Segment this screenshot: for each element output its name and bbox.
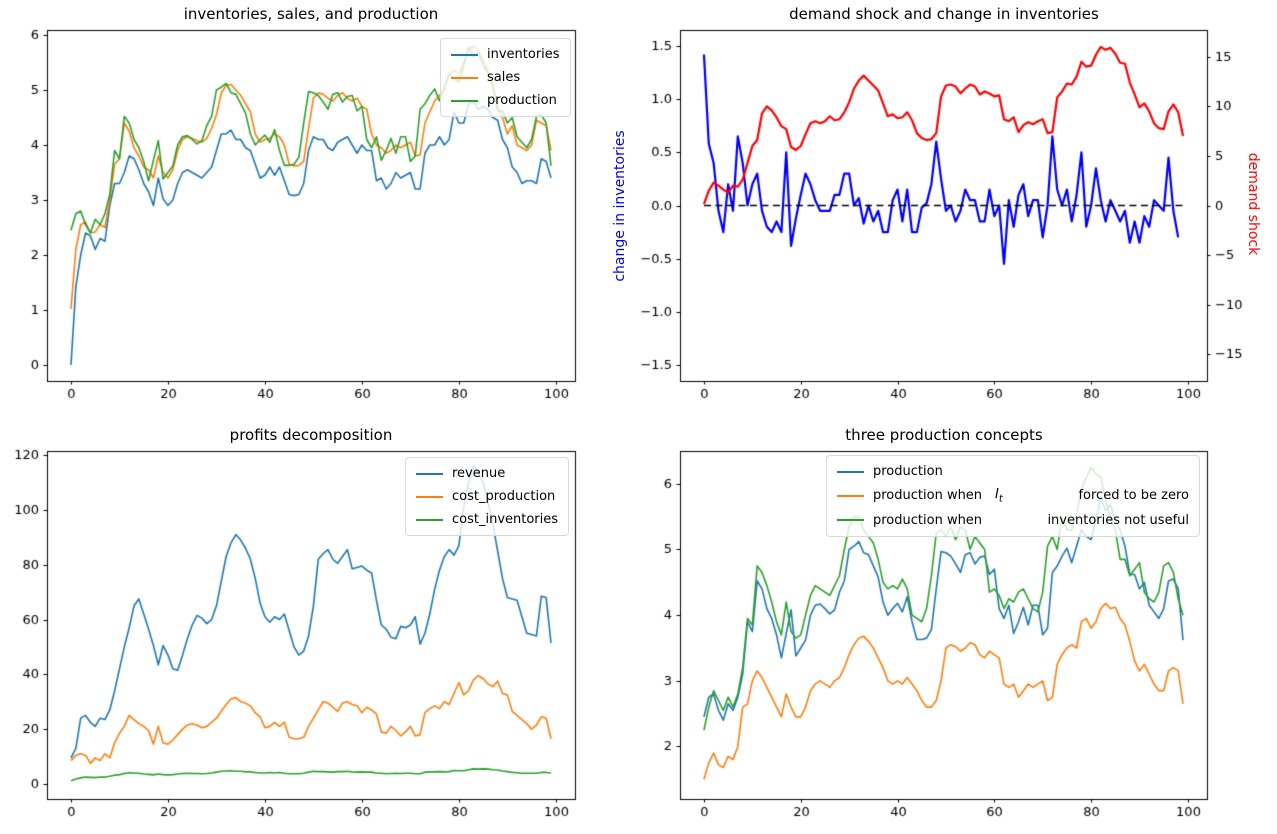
legend-line-swatch (837, 470, 864, 473)
chart3-title: profits decomposition (229, 426, 393, 444)
legend-row: production (837, 464, 1189, 479)
legend-label: inventories (487, 47, 560, 62)
chart2-title: demand shock and change in inventories (789, 5, 1099, 23)
legend-row: cost_production (416, 489, 558, 504)
legend-label: production when (873, 512, 983, 528)
left-y-axis-label: change in inventories (612, 130, 628, 282)
chart4-title: three production concepts (845, 426, 1043, 444)
legend-math-symbol: It (995, 487, 1003, 505)
legend-label-right: inventories not useful (1047, 512, 1189, 528)
legend-row: revenue (416, 466, 558, 481)
chart4-legend: production production when It forced to be … (826, 455, 1200, 537)
right-y-axis-label: demand shock (1245, 152, 1261, 256)
chart1-title: inventories, sales, and production (183, 5, 439, 23)
legend-line-swatch (451, 76, 478, 79)
legend-line-swatch (416, 495, 443, 498)
legend-line-swatch (416, 518, 443, 521)
legend-label: sales (487, 70, 521, 85)
legend-label: production when (873, 488, 983, 504)
legend-label: production (487, 93, 557, 108)
legend-row: sales (451, 70, 560, 85)
legend-line-swatch (451, 53, 478, 56)
legend-line-swatch (451, 99, 478, 102)
legend-row: inventories (451, 47, 560, 62)
chart3-legend: revenue cost_production cost_inventories (405, 457, 570, 536)
legend-label: cost_inventories (452, 512, 559, 527)
chart1-legend: inventories sales production (440, 38, 571, 117)
legend-label: production (873, 464, 943, 479)
legend-line-swatch (837, 519, 864, 522)
legend-row: production when It forced to be zero (837, 487, 1189, 505)
legend-label-right: forced to be zero (1078, 488, 1189, 504)
legend-row: production when inventories not useful (837, 513, 1189, 528)
legend-label: cost_production (452, 489, 556, 504)
legend-line-swatch (837, 494, 864, 497)
legend-row: cost_inventories (416, 512, 558, 527)
legend-label: revenue (452, 466, 506, 481)
legend-line-swatch (416, 472, 443, 475)
legend-row: production (451, 93, 560, 108)
